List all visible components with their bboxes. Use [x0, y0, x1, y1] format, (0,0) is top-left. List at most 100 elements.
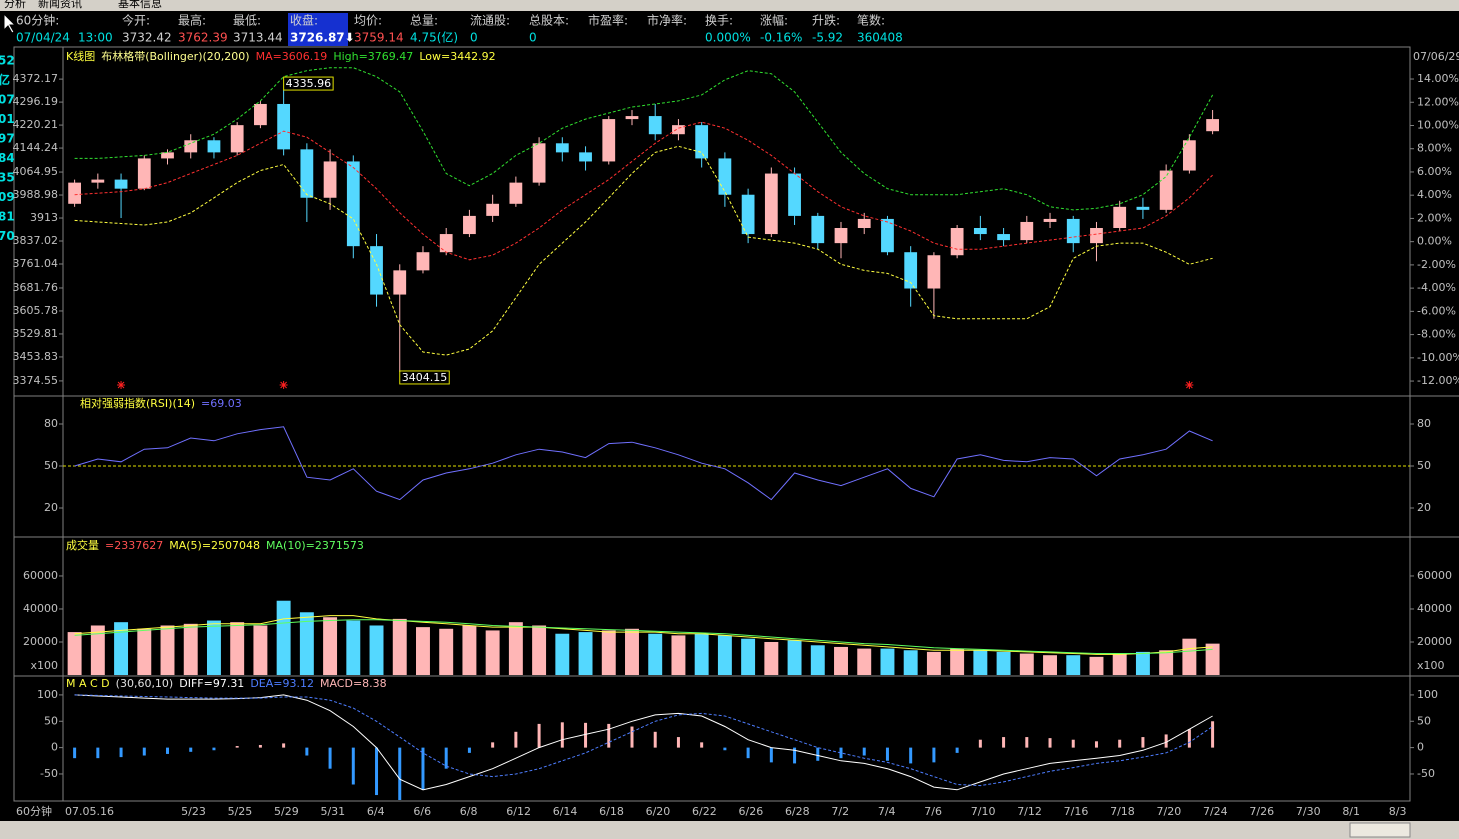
- x-tick-label: 6/14: [553, 805, 578, 818]
- candle-body: [973, 228, 987, 235]
- x-tick-label: 07.05.16: [65, 805, 114, 818]
- candle-body: [370, 246, 383, 295]
- x-tick-label: 6/12: [506, 805, 531, 818]
- volume-bar: [276, 600, 291, 675]
- volume-bar: [392, 618, 407, 675]
- scrollbar[interactable]: [0, 821, 1459, 839]
- field-value: 13:00: [78, 31, 113, 45]
- field-value: -5.92: [812, 31, 843, 45]
- scroll-thumb[interactable]: [1349, 822, 1411, 838]
- rsi-line: [74, 426, 1213, 501]
- tick-label: 4220.21: [13, 118, 59, 131]
- candle-body: [811, 215, 825, 244]
- panel-plot: [73, 694, 1215, 800]
- volume-ma-line: [74, 619, 1213, 654]
- sidebar-fragment: 97: [0, 132, 15, 146]
- extreme-box: [399, 370, 450, 385]
- legend-text: M A C D: [66, 677, 110, 690]
- field-value: 3713.44: [233, 31, 283, 45]
- tab: 分析: [4, 0, 26, 10]
- extreme-box: [283, 76, 334, 91]
- tick-label: 4.00%: [1417, 188, 1452, 201]
- tick-label: 3761.04: [13, 257, 59, 270]
- x-tick-label: 6/20: [646, 805, 671, 818]
- volume-bar: [1135, 651, 1150, 675]
- candle-body: [1113, 206, 1127, 229]
- volume-bar: [903, 650, 918, 675]
- legend-text: Low=3442.92: [419, 50, 495, 63]
- tick-label: 50: [44, 459, 58, 472]
- field-value: 0: [470, 31, 478, 45]
- legend-text: MA(5)=2507048: [169, 539, 260, 552]
- candle-body: [254, 103, 267, 126]
- x-tick-label: 7/30: [1296, 805, 1321, 818]
- tick-label: 4064.95: [13, 165, 59, 178]
- tick-label: 0: [51, 741, 58, 754]
- field-label: 收盘:: [290, 13, 318, 28]
- candle-body: [788, 173, 801, 216]
- legend-text: =2337627: [105, 539, 163, 552]
- sidebar-fragment: 81: [0, 210, 15, 224]
- panel-plot: [67, 600, 1220, 675]
- x-tick-label: 6/6: [413, 805, 431, 818]
- x-tick-label: 5/31: [320, 805, 345, 818]
- field-value: 07/04/24: [16, 31, 70, 45]
- candle-body: [718, 158, 732, 195]
- volume-bar: [717, 635, 732, 675]
- tick-label: 20000: [23, 635, 58, 648]
- tab-strip: [0, 0, 1459, 11]
- legend-text: DIFF=97.31: [179, 677, 244, 690]
- candle-body: [1182, 140, 1196, 171]
- x-tick-label: 7/20: [1157, 805, 1182, 818]
- tick-label: 4296.19: [13, 95, 59, 108]
- sidebar-fragment: 09: [0, 190, 15, 204]
- tick-label: 6.00%: [1417, 165, 1452, 178]
- candle-body: [881, 218, 894, 253]
- field-value: 3762.39: [178, 31, 228, 45]
- volume-bar: [555, 633, 570, 675]
- extreme-label: 3404.15: [402, 371, 448, 384]
- candle-body: [277, 103, 291, 150]
- tick-label: 20000: [1417, 635, 1452, 648]
- volume-bar: [299, 612, 314, 675]
- candle-body: [1206, 119, 1219, 132]
- field-label: 升跌:: [812, 13, 840, 28]
- candle-body: [1066, 218, 1080, 244]
- x-tick-label: 7/12: [1017, 805, 1042, 818]
- tick-label: 3453.83: [13, 350, 59, 363]
- candle-body: [91, 179, 105, 183]
- candle-body: [230, 125, 244, 153]
- volume-bar: [369, 625, 384, 675]
- x-tick-label: 6/28: [785, 805, 810, 818]
- x-tick-label: 7/10: [971, 805, 996, 818]
- band-line: [74, 67, 1214, 211]
- field-label: 笔数:: [857, 13, 885, 28]
- tick-label: 50: [44, 714, 58, 727]
- tick-label: 80: [44, 417, 58, 430]
- field-label: 总股本:: [529, 14, 569, 28]
- tick-label: 3374.55: [13, 374, 59, 387]
- volume-bar: [137, 628, 152, 675]
- candle-body: [184, 140, 198, 153]
- legend-text: K线图: [66, 49, 95, 63]
- panel-plot: [68, 67, 1219, 372]
- tick-label: -10.00%: [1417, 351, 1459, 364]
- volume-bar: [90, 625, 105, 675]
- tick-label: -2.00%: [1417, 258, 1456, 271]
- panel-plot: [63, 426, 1410, 501]
- legend-text: High=3769.47: [333, 50, 413, 63]
- x-tick-label: 5/25: [228, 805, 253, 818]
- volume-bar: [230, 622, 245, 675]
- field-value: -0.16%: [760, 31, 802, 45]
- volume-bar: [694, 633, 709, 675]
- tick-label: -4.00%: [1417, 281, 1456, 294]
- sidebar-fragment: 35: [0, 171, 15, 185]
- sidebar-fragment: 亿: [0, 72, 10, 87]
- volume-bar: [601, 630, 616, 675]
- tick-label: 8.00%: [1417, 142, 1452, 155]
- volume-bar: [323, 617, 338, 675]
- volume-bar: [1182, 638, 1197, 675]
- x-tick-label: 6/22: [692, 805, 717, 818]
